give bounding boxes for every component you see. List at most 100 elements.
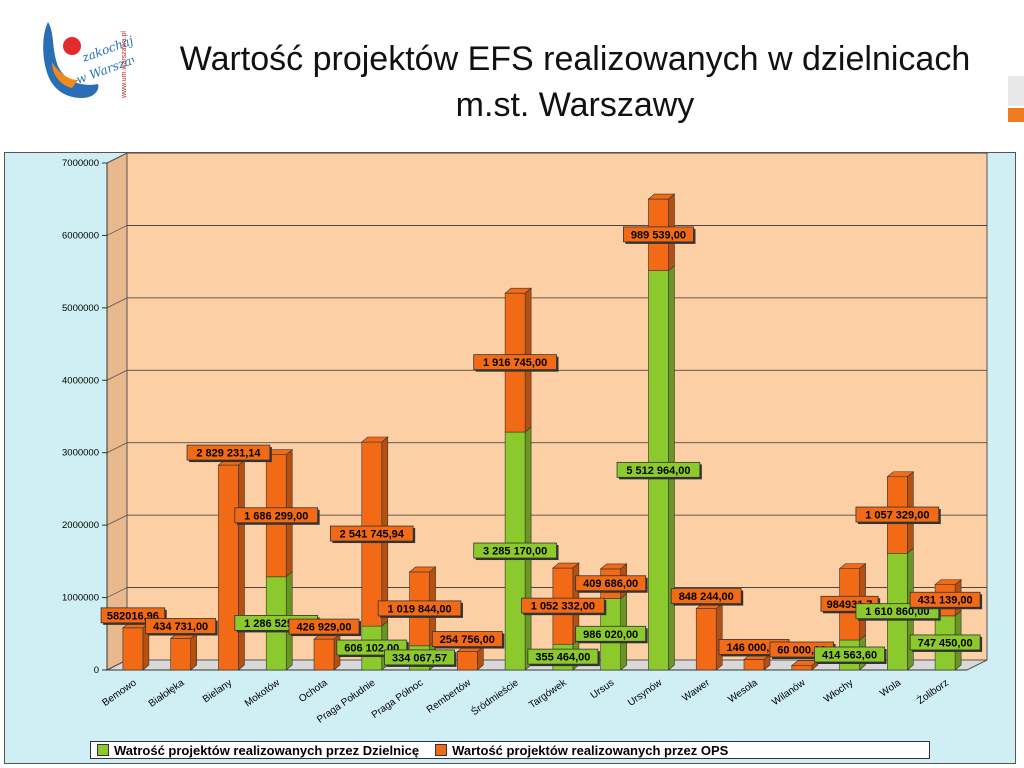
legend-item-dzielnica: Watrość projektów realizowanych przez Dz… xyxy=(97,743,419,758)
legend-swatch-ops xyxy=(435,744,448,756)
bar-ops xyxy=(743,659,765,671)
y-tick-label: 3000000 xyxy=(62,448,99,459)
bar-ops-side xyxy=(238,459,245,671)
x-tick-label: Ursynów xyxy=(626,677,665,709)
data-label-ops-box xyxy=(329,525,414,542)
y-tick-label: 6000000 xyxy=(62,230,99,241)
data-label-dzielnica: 5 512 964,00 xyxy=(626,465,690,477)
chart-area: 0 1000000 2000000 3000000 4000000 5000000 6000… xyxy=(4,152,1016,764)
x-tick-label: Praga Północ xyxy=(370,677,425,720)
y-tick-label: 2000000 xyxy=(62,520,99,531)
x-tick-label: Mokotów xyxy=(243,677,283,709)
bar-top xyxy=(886,471,915,478)
y-tick-label: 0 xyxy=(94,665,99,676)
logo-mermaid-outline xyxy=(43,22,99,98)
y-tick-label: 7000000 xyxy=(62,158,99,169)
data-label-ops: 1 916 745,00 xyxy=(483,357,547,369)
bar-top xyxy=(504,287,532,294)
data-label-ops: 1 686 299,00 xyxy=(244,510,308,522)
bar-ops-side xyxy=(190,632,197,671)
chart-legend: Watrość projektów realizowanych przez Dz… xyxy=(90,741,930,759)
data-label-ops: 2 829 231,14 xyxy=(196,448,261,460)
x-tick-label: Wola xyxy=(878,677,903,699)
bar-ops xyxy=(695,608,717,671)
data-label-ops-box xyxy=(431,631,503,647)
bar-top xyxy=(647,193,676,200)
data-label-dzielnica-box xyxy=(814,646,885,663)
bar-ops xyxy=(122,627,144,671)
data-label-dzielnica-box xyxy=(527,648,599,665)
city-logo: zakochaj się w Warszawie www.um.warszawa… xyxy=(43,22,134,99)
x-tick-label: Śródmieście xyxy=(468,676,521,718)
bar-top xyxy=(408,566,437,573)
data-label-dzielnica-box xyxy=(384,649,455,666)
x-tick-label: Wilanów xyxy=(770,677,808,708)
data-label-ops-box xyxy=(145,618,217,634)
legend-item-ops: Wartość projektów realizowanych przez OP… xyxy=(435,743,728,758)
bar-ops xyxy=(218,464,239,671)
bar-top xyxy=(599,563,628,570)
bar-top xyxy=(552,562,580,569)
data-label-ops-box xyxy=(521,597,605,614)
data-label-dzielnica: 414 563,60 xyxy=(822,649,877,661)
slide-title: Wartość projektów EFS realizowanych w dz… xyxy=(179,40,971,124)
data-label-ops: 1 057 329,00 xyxy=(865,510,929,522)
data-label-ops: 1 052 332,00 xyxy=(531,601,595,613)
x-tick-label: Żoliborz xyxy=(914,676,951,707)
gridline-side xyxy=(106,587,128,598)
x-tick-label: Targówek xyxy=(527,677,569,711)
legend-label-ops: Wartość projektów realizowanych przez OP… xyxy=(452,742,729,758)
x-tick-label: Białołęka xyxy=(147,677,187,710)
x-tick-label: Ursus xyxy=(589,677,617,701)
data-label-ops: 146 000,00 xyxy=(726,642,781,654)
data-label-dzielnica-box xyxy=(473,542,557,559)
x-tick-label: Bemowo xyxy=(100,677,139,709)
y-tick-label: 4000000 xyxy=(62,375,99,386)
data-label-ops-box xyxy=(234,507,319,524)
logo-url: www.um.warszawa.pl xyxy=(121,31,128,99)
data-label-ops-box xyxy=(186,444,271,461)
data-label-ops-box xyxy=(855,506,940,523)
data-label-dzielnica: 334 067,57 xyxy=(392,652,447,664)
legend-label-dzielnica: Watrość projektów realizowanych przez Dz… xyxy=(114,742,420,758)
data-label-ops: 434 731,00 xyxy=(153,621,208,633)
data-label-ops-box xyxy=(377,600,462,617)
x-tick-label: Wawer xyxy=(680,677,712,704)
bar-top xyxy=(934,579,962,585)
x-tick-label: Wesoła xyxy=(726,677,760,705)
data-label-ops-box xyxy=(473,354,557,371)
gridline-side xyxy=(106,225,128,236)
chart-svg: 0 1000000 2000000 3000000 4000000 5000000 6000… xyxy=(62,153,988,726)
bar-ops xyxy=(170,638,191,671)
data-label-ops-box xyxy=(670,588,742,604)
gridline-side xyxy=(106,297,128,309)
data-label-ops: 254 756,00 xyxy=(440,634,495,646)
x-tick-label: Włochy xyxy=(822,677,855,705)
data-label-ops-box xyxy=(288,618,360,635)
data-label-ops: 426 929,00 xyxy=(296,622,351,634)
gridline-side xyxy=(106,442,128,454)
data-label-ops: 409 686,00 xyxy=(583,578,638,590)
data-label-ops-box xyxy=(909,591,981,608)
gridline-side xyxy=(106,514,128,526)
gridline-side xyxy=(106,153,128,164)
data-label-ops: 431 139,00 xyxy=(918,595,973,607)
data-label-dzielnica-box xyxy=(909,634,981,651)
x-tick-label: Ochota xyxy=(297,677,330,705)
legend-swatch-dzielnica xyxy=(97,744,109,756)
logo-heart-dot xyxy=(63,37,81,55)
data-label-ops: 1 019 844,00 xyxy=(387,603,451,615)
data-label-dzielnica: 747 450,00 xyxy=(918,637,973,649)
decorative-edge xyxy=(1008,76,1024,122)
data-label-dzielnica: 3 285 170,00 xyxy=(483,546,547,558)
data-label-ops: 60 000,00 xyxy=(777,645,826,657)
data-label-dzielnica: 986 020,00 xyxy=(583,629,638,641)
bar-top xyxy=(360,436,389,443)
data-label-dzielnica-box xyxy=(616,461,701,478)
bar-top xyxy=(838,563,867,569)
bar-ops xyxy=(457,651,478,671)
bar-ops xyxy=(313,638,335,671)
y-tick-label: 5000000 xyxy=(62,303,99,314)
data-label-dzielnica-box xyxy=(575,625,647,642)
gridline-side xyxy=(106,369,128,381)
